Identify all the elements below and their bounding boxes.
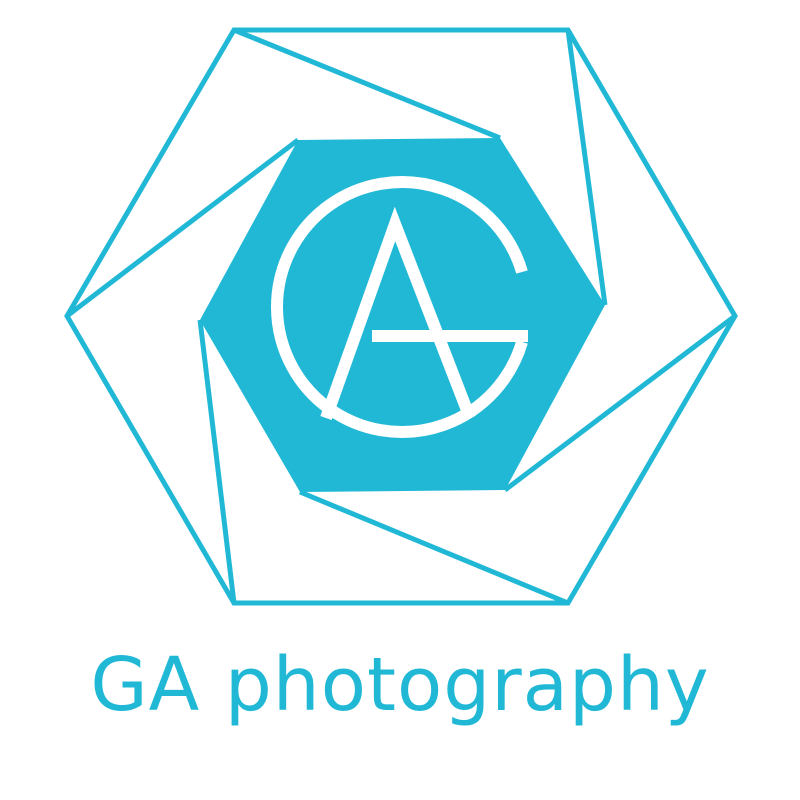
camera-aperture-logo: GA bbox=[64, 27, 738, 606]
brand-name: GA photography bbox=[90, 642, 710, 728]
aperture-blade bbox=[299, 489, 569, 606]
aperture-blade bbox=[503, 314, 737, 492]
aperture-blade bbox=[65, 138, 300, 318]
aperture-blade bbox=[565, 29, 608, 306]
aperture-blade bbox=[233, 27, 501, 141]
ga-monogram bbox=[271, 176, 528, 438]
aperture-blade bbox=[197, 319, 237, 604]
monogram-letter-a bbox=[320, 206, 476, 421]
monogram-letter-g bbox=[271, 176, 528, 438]
aperture-outline bbox=[64, 27, 738, 606]
inner-hexagon bbox=[200, 138, 605, 492]
